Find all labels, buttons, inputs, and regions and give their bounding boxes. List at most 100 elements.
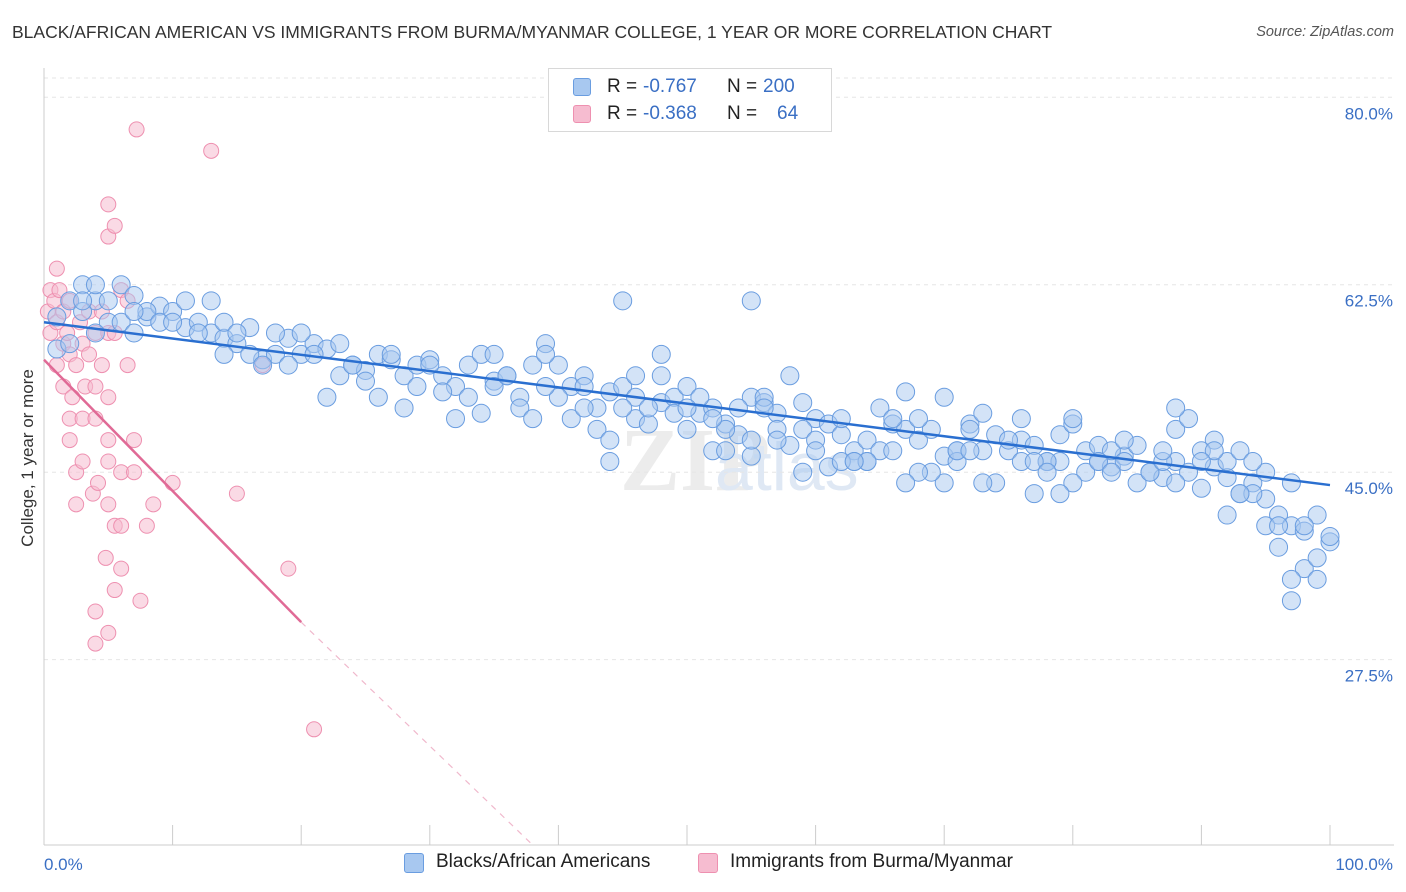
data-point-burma bbox=[306, 721, 323, 738]
data-point-black bbox=[870, 398, 890, 418]
data-point-black bbox=[1269, 537, 1289, 557]
data-point-black bbox=[85, 275, 105, 295]
data-point-black bbox=[1101, 441, 1121, 461]
trendlines bbox=[43, 321, 1331, 846]
data-point-black bbox=[574, 398, 594, 418]
series-legend: Blacks/African Americans Immigrants from… bbox=[0, 850, 1406, 880]
data-point-burma bbox=[119, 357, 136, 374]
data-point-black bbox=[1153, 441, 1173, 461]
data-point-black bbox=[1307, 505, 1327, 525]
data-point-black bbox=[908, 430, 928, 450]
data-point-black bbox=[1166, 398, 1186, 418]
legend-r-label: R = bbox=[607, 103, 638, 124]
data-point-burma bbox=[280, 560, 297, 577]
data-point-black bbox=[1230, 484, 1250, 504]
data-point-black bbox=[124, 285, 144, 305]
data-point-burma bbox=[100, 624, 117, 641]
data-point-burma bbox=[145, 496, 162, 513]
data-point-black bbox=[883, 409, 903, 429]
data-point-black bbox=[1269, 516, 1289, 536]
source-credit: Source: ZipAtlas.com bbox=[1256, 24, 1394, 40]
data-point-black bbox=[896, 382, 916, 402]
data-point-burma bbox=[61, 432, 78, 449]
data-point-black bbox=[960, 419, 980, 439]
data-point-black bbox=[600, 452, 620, 471]
data-point-black bbox=[523, 355, 543, 375]
data-point-black bbox=[883, 441, 903, 461]
data-point-black bbox=[548, 355, 568, 375]
data-point-black bbox=[934, 387, 954, 407]
data-point-black bbox=[1281, 473, 1301, 493]
data-point-black bbox=[600, 430, 620, 450]
data-point-black bbox=[1166, 419, 1186, 439]
data-point-burma bbox=[203, 142, 220, 159]
data-point-black bbox=[1204, 441, 1224, 461]
data-point-black bbox=[780, 366, 800, 386]
data-point-burma bbox=[68, 357, 85, 374]
series-black-points bbox=[47, 275, 1340, 611]
data-point-black bbox=[561, 409, 581, 429]
data-point-burma bbox=[113, 560, 130, 577]
data-point-black bbox=[484, 344, 504, 364]
data-point-black bbox=[613, 291, 633, 311]
data-point-black bbox=[394, 398, 414, 418]
data-point-black bbox=[741, 446, 761, 466]
data-point-burma bbox=[74, 453, 91, 470]
data-point-burma bbox=[132, 592, 149, 609]
legend-n-value: 200 bbox=[763, 76, 795, 97]
data-point-black bbox=[60, 334, 80, 354]
data-point-black bbox=[214, 344, 234, 364]
data-point-black bbox=[124, 302, 144, 322]
data-point-black bbox=[1294, 516, 1314, 536]
data-point-burma bbox=[87, 603, 104, 620]
data-point-burma bbox=[100, 496, 117, 513]
data-point-black bbox=[677, 377, 697, 397]
data-point-black bbox=[973, 403, 993, 423]
data-point-burma bbox=[87, 635, 104, 652]
data-point-black bbox=[1294, 559, 1314, 579]
data-point-black bbox=[1050, 484, 1070, 504]
data-point-burma bbox=[228, 485, 245, 502]
data-point-black bbox=[201, 291, 221, 311]
data-point-black bbox=[227, 323, 247, 343]
legend-r-value: -0.368 bbox=[643, 103, 697, 124]
data-point-black bbox=[536, 344, 556, 364]
data-point-black bbox=[651, 366, 671, 386]
data-point-black bbox=[1114, 452, 1134, 471]
data-point-black bbox=[793, 419, 813, 439]
data-point-black bbox=[831, 425, 851, 445]
data-point-black bbox=[934, 473, 954, 493]
legend-n-label: N = bbox=[727, 76, 758, 97]
data-point-black bbox=[960, 441, 980, 461]
data-point-burma bbox=[126, 464, 143, 481]
data-point-black bbox=[806, 441, 826, 461]
data-point-black bbox=[1024, 484, 1044, 504]
x-tick-label: 100.0% bbox=[1335, 855, 1393, 874]
data-point-black bbox=[381, 344, 401, 364]
data-point-black bbox=[163, 312, 183, 332]
data-point-black bbox=[741, 430, 761, 450]
legend-n-label: N = bbox=[727, 103, 758, 124]
data-point-black bbox=[1166, 473, 1186, 493]
data-point-black bbox=[330, 366, 350, 386]
data-point-black bbox=[356, 371, 375, 391]
data-point-burma bbox=[100, 432, 117, 449]
data-point-black bbox=[291, 323, 311, 343]
data-point-black bbox=[613, 398, 633, 418]
data-point-black bbox=[574, 377, 594, 397]
data-point-black bbox=[1024, 435, 1044, 455]
data-point-burma bbox=[87, 378, 104, 395]
data-point-black bbox=[973, 473, 993, 493]
data-point-burma bbox=[68, 496, 85, 513]
grid bbox=[44, 77, 1394, 661]
trendline-burma bbox=[43, 358, 303, 624]
data-point-black bbox=[433, 382, 453, 402]
data-point-black bbox=[98, 291, 118, 311]
legend-label-black: Blacks/African Americans bbox=[436, 851, 651, 872]
data-point-black bbox=[638, 414, 658, 434]
data-point-black bbox=[510, 398, 530, 418]
legend-label-burma: Immigrants from Burma/Myanmar bbox=[730, 851, 1013, 872]
data-point-black bbox=[677, 419, 697, 439]
data-point-black bbox=[278, 355, 298, 375]
